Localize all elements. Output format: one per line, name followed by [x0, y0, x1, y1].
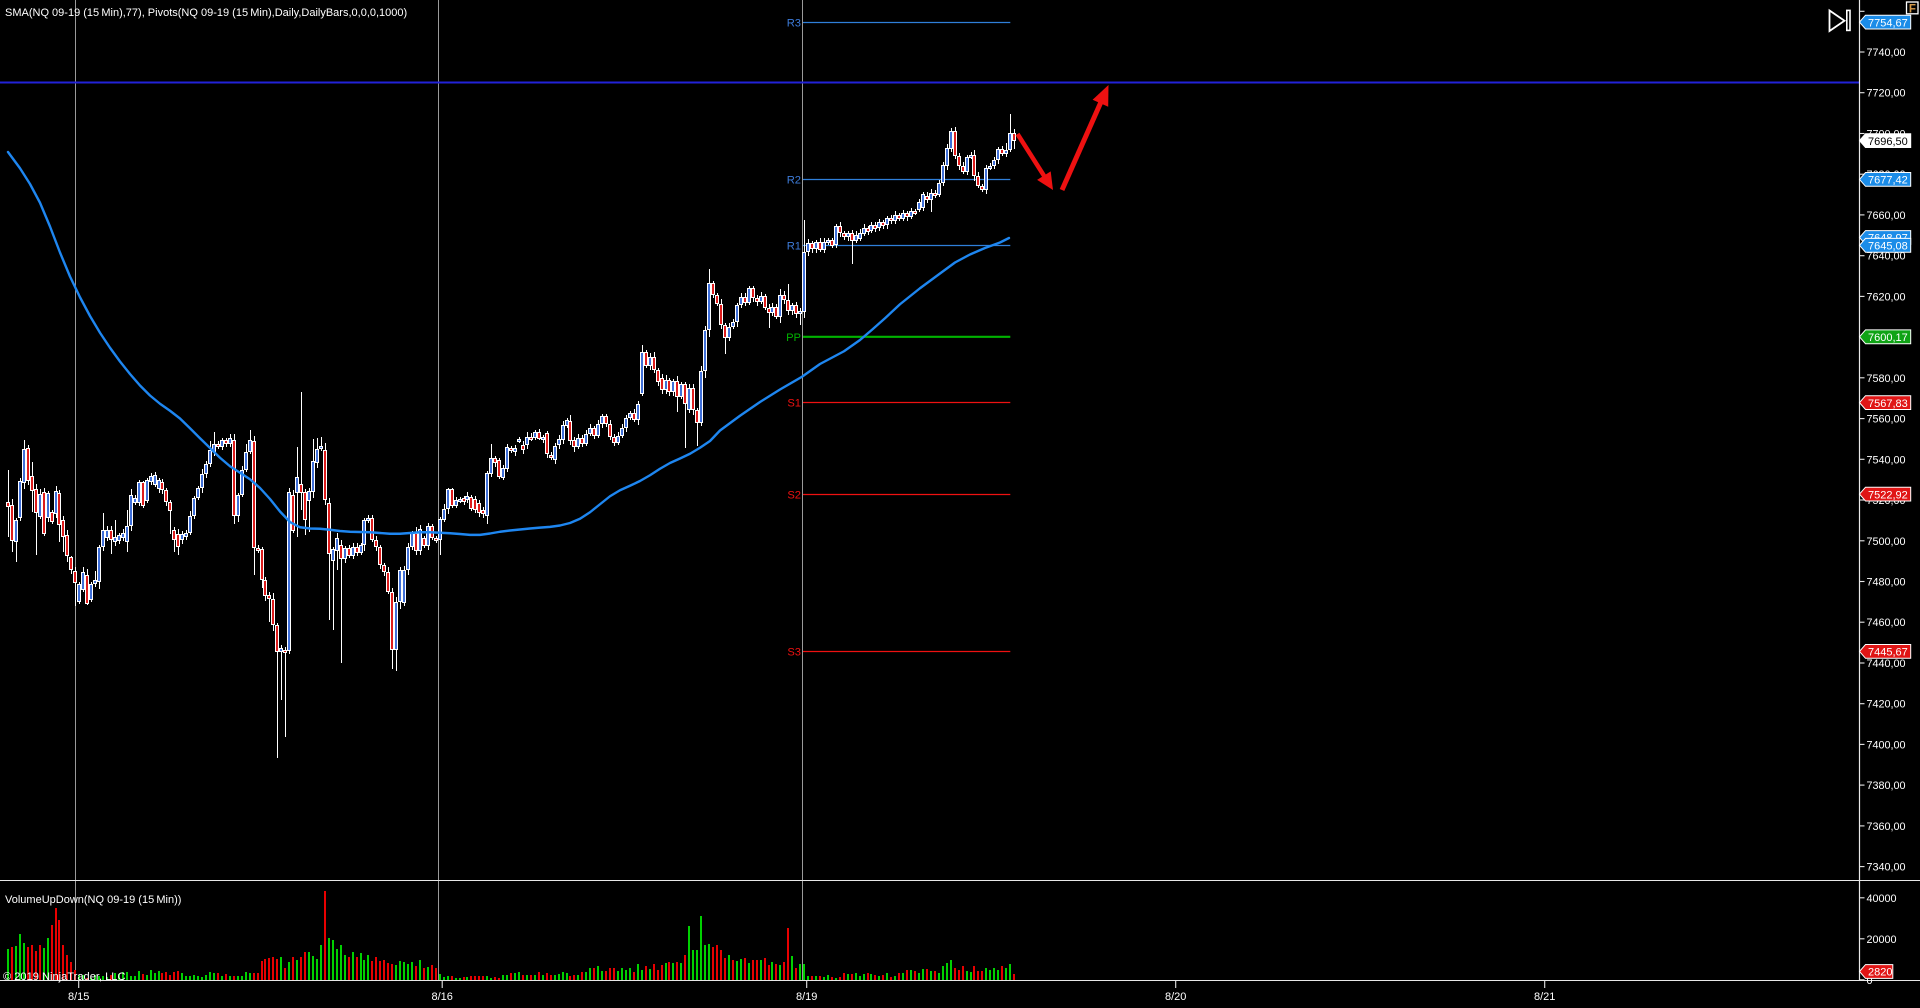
svg-text:7560,00: 7560,00 [1867, 414, 1906, 426]
svg-text:7645,08: 7645,08 [1868, 241, 1908, 253]
svg-text:7677,42: 7677,42 [1868, 175, 1908, 187]
svg-text:7696,50: 7696,50 [1868, 136, 1908, 148]
svg-text:7600,17: 7600,17 [1868, 332, 1908, 344]
svg-text:7754,67: 7754,67 [1868, 17, 1908, 29]
svg-text:R3: R3 [787, 18, 801, 30]
svg-text:7500,00: 7500,00 [1867, 536, 1906, 548]
svg-text:7740,00: 7740,00 [1867, 47, 1906, 59]
svg-text:7340,00: 7340,00 [1867, 862, 1906, 874]
svg-text:S2: S2 [787, 490, 801, 502]
svg-text:40000: 40000 [1867, 893, 1897, 905]
svg-text:S1: S1 [787, 398, 801, 410]
svg-text:7445,67: 7445,67 [1868, 647, 1908, 659]
svg-text:S3: S3 [787, 647, 801, 659]
svg-text:7720,00: 7720,00 [1867, 88, 1906, 100]
svg-text:PP: PP [786, 332, 801, 344]
svg-text:7480,00: 7480,00 [1867, 577, 1906, 589]
svg-text:8/15: 8/15 [68, 991, 89, 1003]
svg-text:R1: R1 [787, 241, 801, 253]
svg-text:7360,00: 7360,00 [1867, 821, 1906, 833]
svg-text:© 2019 NinjaTrader, LLC: © 2019 NinjaTrader, LLC [3, 971, 125, 983]
svg-text:VolumeUpDown(NQ 09-19 (15 Min): VolumeUpDown(NQ 09-19 (15 Min)) [5, 894, 181, 906]
svg-text:8/21: 8/21 [1534, 991, 1555, 1003]
svg-text:2820: 2820 [1868, 967, 1892, 979]
svg-text:F: F [1909, 3, 1916, 15]
svg-text:7660,00: 7660,00 [1867, 210, 1906, 222]
svg-text:8/20: 8/20 [1165, 991, 1186, 1003]
svg-text:7540,00: 7540,00 [1867, 454, 1906, 466]
svg-text:8/19: 8/19 [796, 991, 817, 1003]
svg-text:8/16: 8/16 [431, 991, 452, 1003]
svg-text:7400,00: 7400,00 [1867, 739, 1906, 751]
svg-text:7440,00: 7440,00 [1867, 658, 1906, 670]
svg-text:7580,00: 7580,00 [1867, 373, 1906, 385]
svg-text:7460,00: 7460,00 [1867, 617, 1906, 629]
svg-text:R2: R2 [787, 175, 801, 187]
svg-text:7420,00: 7420,00 [1867, 699, 1906, 711]
svg-text:7640,00: 7640,00 [1867, 251, 1906, 263]
svg-text:7620,00: 7620,00 [1867, 291, 1906, 303]
svg-text:20000: 20000 [1867, 934, 1897, 946]
svg-text:7522,92: 7522,92 [1868, 489, 1908, 501]
svg-text:7567,83: 7567,83 [1868, 398, 1908, 410]
svg-text:0: 0 [1867, 975, 1873, 987]
svg-text:SMA(NQ 09-19 (15 Min),77), Piv: SMA(NQ 09-19 (15 Min),77), Pivots(NQ 09-… [5, 7, 407, 19]
svg-text:7380,00: 7380,00 [1867, 780, 1906, 792]
